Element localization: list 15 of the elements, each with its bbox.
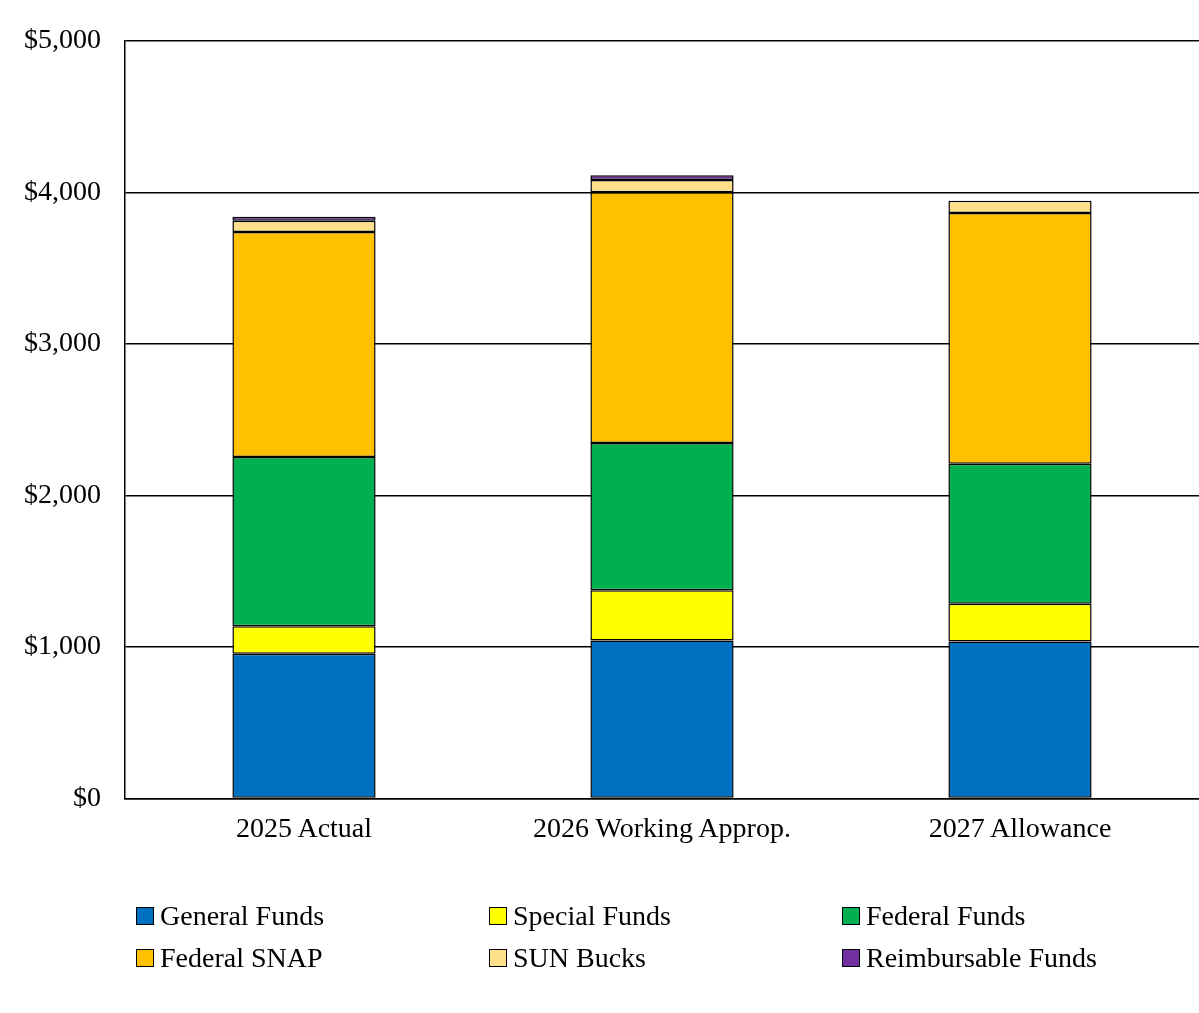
legend-label: Federal SNAP bbox=[160, 942, 323, 974]
x-tick-label: 2026 Working Approp. bbox=[533, 811, 791, 843]
y-tick-label: $5,000 bbox=[24, 23, 101, 55]
legend-label: Reimbursable Funds bbox=[866, 942, 1097, 974]
legend-label: General Funds bbox=[160, 900, 325, 932]
legend-label: Federal Funds bbox=[866, 900, 1026, 932]
y-tick-label: $0 bbox=[73, 780, 101, 812]
legend-label: Special Funds bbox=[513, 900, 671, 932]
y-tick-label: $2,000 bbox=[24, 477, 101, 509]
y-tick-label: $4,000 bbox=[24, 174, 101, 206]
x-tick-label: 2025 Actual bbox=[235, 811, 373, 843]
y-tick-label: $3,000 bbox=[24, 326, 101, 358]
legend-label: SUN Bucks bbox=[513, 942, 647, 974]
x-tick-label: 2027 Allowance bbox=[928, 811, 1112, 843]
y-tick-label: $1,000 bbox=[24, 629, 101, 661]
